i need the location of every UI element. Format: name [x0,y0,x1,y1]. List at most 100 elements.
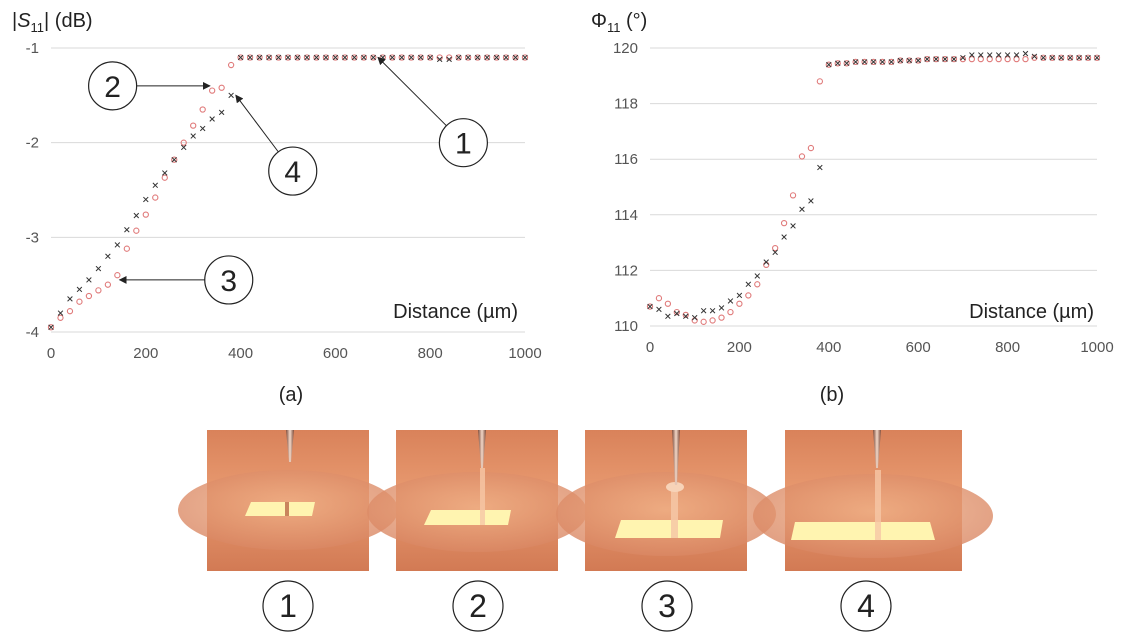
x-tick-label: 600 [323,345,348,362]
data-point-circle [209,87,216,94]
data-point-cross [266,54,272,61]
data-point-cross [143,196,149,203]
chart-a-xlabel: Distance (µm) [393,301,518,323]
data-point-circle [47,324,55,331]
data-point-circle [861,58,868,66]
x-tick-label: 600 [906,339,931,356]
data-point-circle [754,281,761,288]
data-point-circle [691,317,698,324]
data-point-circle [682,311,689,319]
data-point-cross [790,223,796,229]
chart-a-caption: (a) [279,384,303,406]
data-point-circle [474,54,481,61]
data-point-cross [888,59,895,65]
photo-1-gap [285,502,289,516]
data-point-circle [360,54,367,61]
data-point-circle [1022,55,1029,63]
data-point-cross [332,54,339,61]
data-point-circle [727,308,734,316]
data-point-cross [180,144,187,151]
callout-arrow [235,94,279,153]
data-point-circle [152,194,159,201]
data-point-cross [275,54,282,61]
data-point-circle [816,78,824,85]
photo-1-probe-needle [286,430,294,462]
y-tick-label: 114 [614,207,638,224]
data-point-circle [852,58,859,66]
data-point-cross [826,61,832,68]
data-point-circle [780,219,788,227]
photo-label-1: 1 [262,580,314,632]
data-point-cross [1022,50,1029,57]
data-point-circle [932,55,940,63]
data-point-circle [218,84,225,91]
data-point-circle [95,287,102,294]
data-point-cross [218,109,225,116]
data-point-circle [493,54,500,61]
data-point-circle [959,55,967,63]
data-point-circle [1004,55,1011,63]
photo-4-electrode [791,522,935,540]
data-point-circle [977,55,984,63]
data-point-circle [351,54,358,61]
data-point-circle [265,54,273,61]
callout-2: 2 [88,61,211,111]
callout-label: 3 [220,265,237,298]
data-point-circle [995,55,1002,63]
data-point-circle [284,54,292,61]
x-tick-label: 200 [727,339,752,356]
y-tick-label: -1 [26,40,39,57]
x-tick-label: 400 [816,339,841,356]
data-point-circle [655,295,663,302]
data-point-circle [897,57,904,64]
data-point-circle [1040,54,1047,61]
x-tick-label: 800 [995,339,1020,356]
data-point-circle [718,314,725,321]
callout-label: 2 [104,71,121,104]
chart-b-points [646,50,1101,325]
data-point-cross [427,54,433,61]
data-point-cross [114,242,121,248]
data-point-cross [942,56,948,62]
data-point-cross [152,182,159,189]
y-tick-label: -4 [26,324,39,341]
data-point-cross [1049,54,1056,61]
data-point-cross [995,52,1002,58]
data-point-circle [968,55,975,63]
callout-label: 4 [284,156,301,189]
data-point-circle [332,54,339,61]
data-point-cross [95,265,102,272]
data-point-circle [57,314,64,321]
data-point-cross [162,170,168,176]
data-point-circle [664,300,672,307]
data-point-circle [1031,54,1038,61]
data-point-cross [870,59,877,65]
data-point-circle [246,54,254,61]
y-tick-label: -2 [26,135,39,152]
data-point-cross [915,57,921,64]
data-point-cross [342,54,348,61]
data-point-circle [772,245,779,252]
data-point-circle [199,106,206,113]
data-point-cross [209,116,215,122]
photo-3-meniscus [671,485,678,538]
data-point-cross [57,310,64,316]
chart-a-callouts: 1 2 4 3 [88,56,488,305]
data-point-cross [1076,54,1082,61]
data-point-cross [124,227,130,233]
data-point-cross [67,296,73,302]
photo-3 [556,430,776,571]
data-point-cross [493,54,500,61]
data-point-cross [474,54,481,61]
photo-2-meniscus [480,468,485,525]
data-point-circle [888,58,895,66]
data-point-circle [398,54,405,61]
x-tick-label: 1000 [508,345,541,362]
data-point-cross [512,54,519,61]
data-point-cross [763,259,769,265]
data-point-cross [237,54,244,61]
data-point-cross [1085,54,1091,61]
data-point-cross [709,307,716,314]
data-point-circle [843,60,850,67]
photo-2-electrode [424,510,511,525]
